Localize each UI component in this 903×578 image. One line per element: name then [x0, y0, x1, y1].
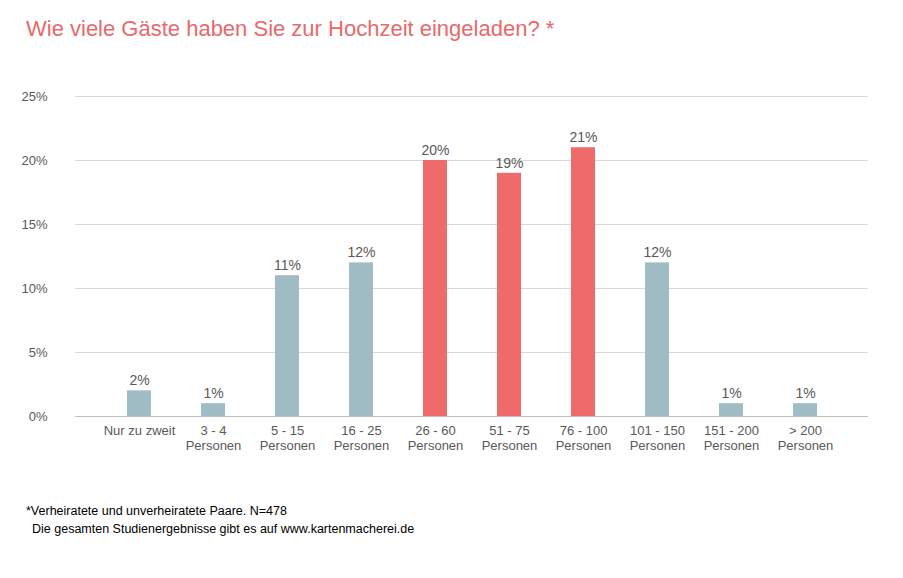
- svg-text:1%: 1%: [795, 385, 815, 401]
- svg-text:12%: 12%: [643, 244, 671, 260]
- html-text:*Verheiratete und unverheirate: *Verheiratete und unverheiratete Paare. …: [26, 504, 287, 518]
- svg-text:5%: 5%: [29, 345, 48, 360]
- svg-text:12%: 12%: [347, 244, 375, 260]
- svg-text:20%: 20%: [21, 153, 47, 168]
- svg-text:26 - 60Personen: 26 - 60Personen: [408, 423, 464, 453]
- svg-text:Nur zu zweit: Nur zu zweit: [104, 423, 176, 438]
- svg-text:3 - 4Personen: 3 - 4Personen: [186, 423, 242, 453]
- svg-text:16 - 25Personen: 16 - 25Personen: [334, 423, 390, 453]
- html-text:Die gesamten Studienergebnisse: Die gesamten Studienergebnisse gibt es a…: [32, 522, 415, 536]
- svg-text:20%: 20%: [421, 142, 449, 158]
- svg-text:2%: 2%: [129, 372, 149, 388]
- svg-text:101 - 150Personen: 101 - 150Personen: [630, 423, 686, 453]
- svg-text:5 - 15Personen: 5 - 15Personen: [260, 423, 316, 453]
- svg-text:25%: 25%: [21, 89, 47, 104]
- svg-text:11%: 11%: [274, 257, 301, 273]
- svg-text:151 - 200Personen: 151 - 200Personen: [704, 423, 760, 453]
- svg-text:1%: 1%: [721, 385, 741, 401]
- svg-text:76 - 100Personen: 76 - 100Personen: [556, 423, 612, 453]
- svg-text:21%: 21%: [569, 129, 597, 145]
- svg-text:10%: 10%: [21, 281, 47, 296]
- svg-text:19%: 19%: [495, 155, 523, 171]
- svg-text:0%: 0%: [29, 409, 48, 424]
- html-text:Wie viele Gäste haben Sie zur: Wie viele Gäste haben Sie zur Hochzeit e…: [26, 16, 555, 41]
- svg-text:51 - 75Personen: 51 - 75Personen: [482, 423, 538, 453]
- svg-text:15%: 15%: [21, 217, 47, 232]
- svg-text:1%: 1%: [203, 385, 223, 401]
- svg-text:> 200Personen: > 200Personen: [778, 423, 834, 453]
